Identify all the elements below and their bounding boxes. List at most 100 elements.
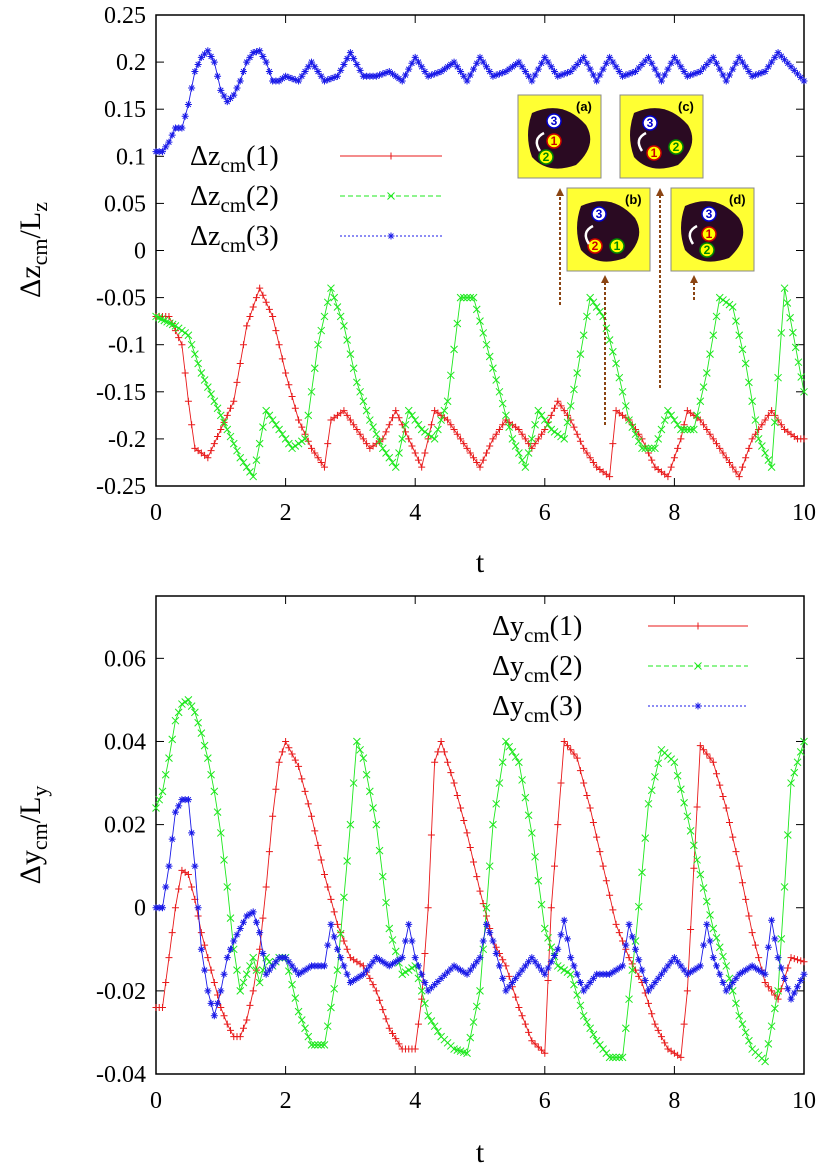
- bottom-series-1-point: [288, 750, 296, 758]
- bottom-xlabel: t: [476, 1136, 485, 1169]
- bottom-series-2-point: [365, 787, 374, 796]
- bottom-series-1-point: [330, 908, 338, 916]
- bottom-series-3-point: [204, 987, 212, 995]
- top-series-1-point: [486, 442, 494, 450]
- bottom-series-3-point: [431, 981, 439, 989]
- bottom-series-2-point: [780, 883, 789, 891]
- bottom-series-3-point: [700, 941, 708, 949]
- bottom-series-2-point: [706, 911, 714, 919]
- top-series-3-point: [395, 75, 403, 83]
- top-legend-item-2: Δzcm(2): [190, 181, 442, 217]
- bottom-series-1-point: [742, 895, 750, 903]
- bottom-series-3-point: [693, 964, 701, 972]
- inset-number-1-2: 1: [551, 134, 558, 148]
- top-series-1-point: [401, 428, 409, 436]
- bottom-series-1-point: [227, 1026, 235, 1034]
- bottom-series-2-point: [421, 999, 429, 1008]
- top-series-3-point: [262, 58, 270, 66]
- bottom-series-3-point: [405, 920, 413, 928]
- bottom-series-1-point: [606, 891, 614, 899]
- top-series-1-point: [800, 435, 808, 443]
- top-legend-label-2: Δzcm(2): [190, 181, 279, 217]
- top-series-2-point: [297, 437, 306, 446]
- bottom-series-1-point: [576, 767, 584, 775]
- top-series-3-point: [405, 65, 413, 73]
- top-series-1-point: [311, 449, 319, 457]
- bottom-series-3-point: [687, 968, 695, 976]
- top-series-1-point: [236, 360, 244, 368]
- bottom-series-3-point: [628, 933, 636, 941]
- top-series-2-point: [213, 404, 222, 413]
- top-series-3-point: [502, 68, 510, 76]
- bottom-series-3-point: [194, 904, 202, 912]
- bottom-series-2-point: [583, 1018, 591, 1026]
- top-legend-label-main: Δz: [190, 221, 220, 252]
- top-series-2-point: [255, 439, 264, 448]
- bottom-series-2-point: [502, 737, 510, 746]
- bottom-series-1-point: [470, 858, 478, 866]
- top-series-2-point: [699, 383, 708, 391]
- bottom-series-2-point: [612, 1053, 620, 1062]
- bottom-series-2-point: [343, 857, 352, 865]
- bottom-series-1-point: [197, 929, 205, 937]
- top-series-2-point: [797, 373, 806, 381]
- top-series-2-point: [560, 435, 569, 443]
- bottom-series-3-point: [755, 966, 763, 974]
- top-series-1-point: [295, 416, 303, 424]
- top-series-3-point: [657, 77, 665, 85]
- bottom-series-2-point: [602, 1049, 611, 1058]
- bottom-series-1-point: [269, 812, 277, 820]
- bottom-series-2-point: [696, 870, 705, 879]
- bottom-series-2-point: [155, 795, 164, 804]
- top-series-3-point: [424, 72, 432, 80]
- bottom-series-2-point: [203, 754, 212, 762]
- top-series-1-point: [320, 463, 328, 471]
- bottom-series-2-point: [327, 1003, 335, 1012]
- bottom-series-3: [152, 796, 808, 1020]
- bottom-series-1-point: [683, 987, 691, 995]
- top-series-2-point: [670, 416, 679, 424]
- top-series-1-point: [184, 397, 192, 405]
- bottom-series-1-point: [243, 1016, 251, 1024]
- bottom-series-1-point: [210, 979, 218, 987]
- bottom-series-3-point: [531, 958, 539, 966]
- top-series-2-point: [758, 442, 766, 450]
- bottom-series-2-point: [511, 753, 520, 761]
- top-series-2-point: [693, 411, 701, 420]
- bottom-series-1-point: [719, 793, 727, 801]
- bottom-series-2-point: [356, 745, 364, 754]
- bottom-series-2-point: [492, 799, 501, 808]
- bottom-series-1-point: [777, 985, 785, 993]
- bottom-series-1-point: [278, 748, 286, 756]
- bottom-series-2-point: [485, 862, 494, 871]
- top-series-3-point: [210, 58, 218, 66]
- bottom-series-3-point: [324, 941, 332, 949]
- bottom-series-3-point: [188, 829, 196, 837]
- bottom-series-3-point: [586, 979, 594, 987]
- top-series-2-point: [511, 442, 520, 450]
- bottom-legend-label-3: Δycm(3): [492, 691, 582, 727]
- top-series-3-point: [184, 100, 192, 108]
- top-series-1-point: [227, 404, 235, 412]
- top-series-2-point: [485, 352, 494, 361]
- bottom-series-3-point: [330, 933, 338, 941]
- bottom-series-1-point: [732, 848, 740, 856]
- top-series-3-point: [580, 53, 588, 61]
- top-series-2-point: [745, 378, 753, 387]
- top-series-3-point: [664, 65, 672, 73]
- bottom-series-2-point: [333, 966, 342, 974]
- inset-number-4-3: 2: [704, 243, 711, 257]
- bottom-series-2-point: [434, 1027, 442, 1036]
- top-series-2-point: [754, 435, 763, 443]
- top-series-1-point: [356, 430, 364, 438]
- top-series-2-point: [472, 305, 481, 314]
- top-series-1-point: [774, 416, 782, 424]
- bottom-series-3-point: [515, 970, 523, 978]
- top-series-3-point: [573, 60, 581, 68]
- bottom-series-2-point: [317, 1041, 326, 1049]
- top-series-3-point: [350, 55, 358, 63]
- top-series-3-point: [392, 72, 400, 80]
- top-series-1-point: [204, 454, 212, 462]
- top-series-3-point: [265, 68, 273, 76]
- top-series-2-point: [786, 313, 794, 322]
